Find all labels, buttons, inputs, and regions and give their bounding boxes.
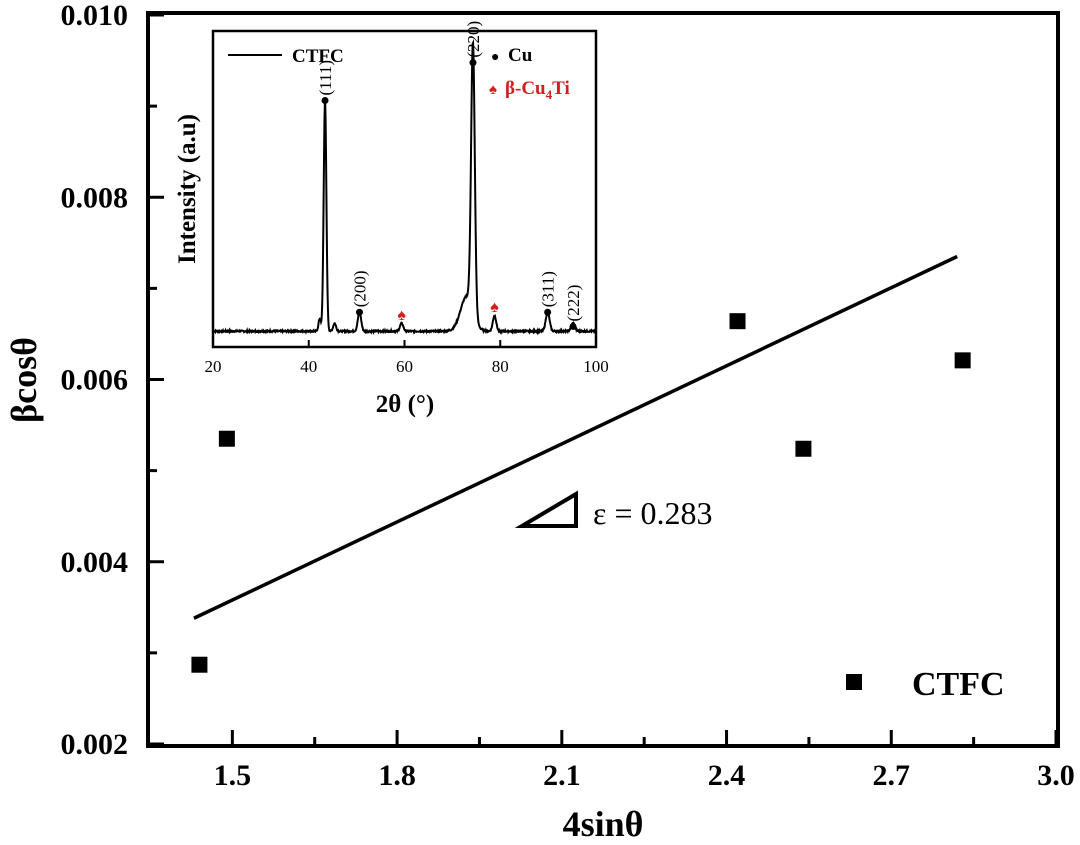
peak-label: (220) (464, 21, 483, 58)
y-tick-label: 0.008 (61, 181, 129, 214)
data-point (954, 352, 971, 369)
y-tick-label: 0.002 (61, 728, 129, 761)
cu4ti-prefix: β-Cu (505, 78, 546, 99)
inset-x-tick-label: 40 (300, 357, 317, 376)
inset-x-tick-label: 60 (396, 357, 413, 376)
main-ticks: 1.5 1.8 2.1 2.4 2.7 3.0 0.002 0.004 0.006 0.008 0.… (61, 0, 1075, 792)
y-tick-label: 0.004 (61, 546, 129, 579)
inset-legend-cu-label: Cu (508, 45, 533, 66)
inset-frame (211, 29, 598, 349)
inset-x-axis-title: 2θ (°) (376, 391, 434, 418)
main-legend-marker (846, 674, 862, 690)
main-legend-label: CTFC (912, 666, 1005, 703)
inset-xrd-curve (212, 38, 597, 336)
cu-peak-dot (544, 308, 552, 316)
main-plot-frame (146, 11, 1060, 748)
main-points (191, 313, 971, 673)
inset-legend-cu4ti-symbol: ♠ (489, 82, 497, 98)
slope-triangle (514, 490, 578, 528)
x-tick-label: 1.5 (214, 759, 252, 792)
inset-legend-cu4ti-label: β-Cu4Ti (505, 78, 570, 102)
cu4ti-subscript: 4 (546, 87, 553, 102)
data-point (191, 656, 208, 673)
peak-label: (200) (350, 270, 369, 307)
cu-peak-dot (355, 308, 363, 316)
fit-line (193, 254, 958, 620)
x-tick-label: 2.4 (708, 759, 746, 792)
peak-label: (311) (539, 271, 558, 307)
inset-ticks: 20 40 60 80 100 (205, 340, 609, 376)
cu4ti-phase-marker: ♠ (490, 299, 499, 316)
main-y-axis-title: βcosθ (4, 337, 44, 423)
x-tick-label: 3.0 (1037, 759, 1075, 792)
cu-peak-dot (469, 59, 477, 67)
inset-x-tick-label: 100 (583, 357, 609, 376)
inset-x-tick-label: 80 (492, 357, 509, 376)
cu4ti-suffix: Ti (552, 78, 570, 99)
y-tick-label: 0.010 (61, 0, 129, 32)
main-x-axis-title: 4sinθ (563, 804, 644, 844)
x-tick-label: 2.1 (543, 759, 581, 792)
cu4ti-phase-marker: ♠ (397, 307, 406, 324)
peak-label: (222) (564, 285, 583, 322)
main-fit-line-group (193, 254, 958, 620)
inset-legend-cu-symbol: ● (491, 50, 499, 65)
x-tick-label: 1.8 (378, 759, 416, 792)
cu-peak-dot (321, 97, 329, 105)
strain-annotation: ε = 0.283 (593, 495, 712, 531)
inset-x-tick-label: 20 (205, 357, 222, 376)
inset-peak-labels: (111) (200) (220) (311) (222) ♠ ♠ (316, 21, 583, 330)
data-point (795, 440, 812, 457)
cu-peak-dot (569, 322, 577, 330)
inset-y-axis-title: Intensity (a.u) (174, 114, 201, 264)
x-tick-label: 2.7 (873, 759, 911, 792)
peak-label: (111) (316, 60, 335, 96)
data-point (729, 313, 746, 330)
y-tick-label: 0.006 (61, 364, 129, 397)
data-point (218, 430, 235, 447)
inset-legend-series-label: CTFC (292, 46, 344, 67)
